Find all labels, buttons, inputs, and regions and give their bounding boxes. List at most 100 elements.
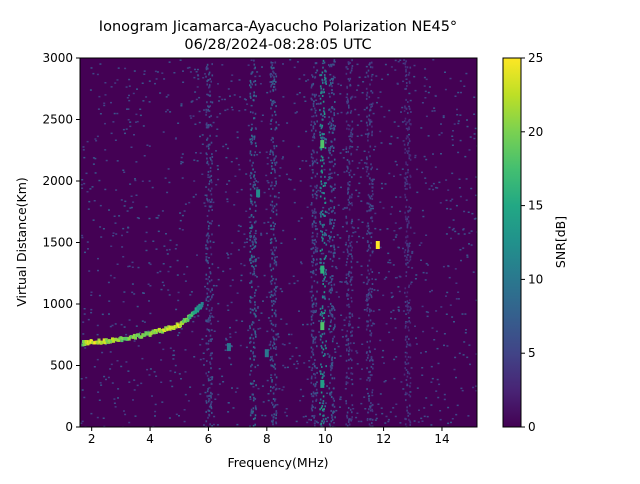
noise-cell xyxy=(184,203,187,205)
band-cell xyxy=(210,367,212,370)
noise-cell xyxy=(85,376,88,379)
band-cell xyxy=(252,393,254,396)
noise-cell xyxy=(257,257,260,259)
noise-cell xyxy=(428,86,431,88)
band-cell xyxy=(366,419,369,422)
band-cell xyxy=(366,115,368,118)
band-cell xyxy=(324,77,327,80)
band-cell xyxy=(330,124,332,127)
noise-cell xyxy=(420,127,423,129)
band-cell xyxy=(322,422,325,425)
band-cell xyxy=(409,299,411,302)
band-cell xyxy=(328,355,331,358)
band-cell xyxy=(350,331,352,334)
noise-cell xyxy=(360,159,363,161)
noise-cell xyxy=(453,123,456,125)
noise-cell xyxy=(362,281,365,284)
band-cell xyxy=(323,234,326,237)
band-cell xyxy=(329,288,331,291)
band-cell xyxy=(251,164,253,167)
noise-cell xyxy=(351,289,354,292)
band-cell xyxy=(371,105,373,108)
band-cell xyxy=(272,419,274,422)
noise-cell xyxy=(208,110,211,112)
band-cell xyxy=(345,112,348,115)
band-cell xyxy=(409,66,412,69)
noise-cell xyxy=(464,332,467,334)
band-cell xyxy=(273,225,275,228)
x-axis-label: Frequency(MHz) xyxy=(227,455,328,470)
noise-cell xyxy=(289,59,292,61)
noise-cell xyxy=(130,206,133,209)
noise-cell xyxy=(247,124,250,127)
band-cell xyxy=(406,409,408,412)
noise-cell xyxy=(433,339,436,341)
band-cell xyxy=(205,145,208,148)
band-cell xyxy=(351,226,354,229)
x-tick-label: 14 xyxy=(434,432,449,446)
band-cell xyxy=(321,209,324,212)
band-cell xyxy=(406,305,408,308)
band-cell xyxy=(331,107,334,110)
noise-cell xyxy=(109,274,112,277)
noise-cell xyxy=(281,343,284,345)
band-cell xyxy=(328,240,331,243)
band-cell xyxy=(316,258,318,261)
noise-cell xyxy=(400,227,403,229)
band-cell xyxy=(366,298,368,301)
noise-cell xyxy=(216,424,219,426)
band-cell xyxy=(347,407,350,409)
band-cell xyxy=(315,114,318,117)
band-cell xyxy=(311,255,313,258)
noise-cell xyxy=(81,389,84,391)
noise-cell xyxy=(97,391,100,393)
band-cell xyxy=(406,163,409,166)
trace-cell xyxy=(132,333,136,337)
band-cell xyxy=(407,243,410,246)
noise-cell xyxy=(401,121,404,123)
band-cell xyxy=(409,412,411,415)
band-cell xyxy=(346,330,349,333)
noise-cell xyxy=(333,196,336,199)
band-cell xyxy=(275,290,277,293)
noise-cell xyxy=(215,150,217,152)
band-cell xyxy=(334,416,336,419)
band-cell xyxy=(349,62,351,64)
band-cell xyxy=(407,246,409,249)
noise-cell xyxy=(423,76,426,79)
noise-cell xyxy=(366,175,369,177)
band-cell xyxy=(249,272,252,275)
band-cell xyxy=(332,225,335,227)
noise-cell xyxy=(121,234,123,237)
noise-cell xyxy=(328,281,331,284)
noise-cell xyxy=(356,363,359,365)
band-cell xyxy=(210,357,213,360)
band-cell xyxy=(325,141,327,144)
noise-cell xyxy=(134,179,137,182)
band-cell xyxy=(320,211,322,214)
band-cell xyxy=(272,153,275,156)
band-cell xyxy=(311,299,313,302)
band-cell xyxy=(270,238,273,240)
noise-cell xyxy=(181,214,184,217)
band-cell xyxy=(404,63,406,66)
band-cell xyxy=(331,200,334,203)
noise-cell xyxy=(411,252,414,254)
noise-cell xyxy=(256,154,259,156)
noise-cell xyxy=(382,294,385,297)
noise-cell xyxy=(343,207,346,209)
noise-cell xyxy=(124,413,127,416)
band-cell xyxy=(275,297,277,300)
noise-cell xyxy=(141,320,144,322)
band-cell xyxy=(322,414,324,417)
colorbar-tick-label: 15 xyxy=(528,199,543,213)
band-cell xyxy=(331,377,334,380)
band-cell xyxy=(315,263,317,266)
band-cell xyxy=(207,105,209,108)
band-cell xyxy=(368,297,370,300)
noise-cell xyxy=(323,168,326,171)
noise-cell xyxy=(370,324,373,327)
band-cell xyxy=(404,181,406,184)
noise-cell xyxy=(300,261,302,263)
noise-cell xyxy=(274,398,277,400)
